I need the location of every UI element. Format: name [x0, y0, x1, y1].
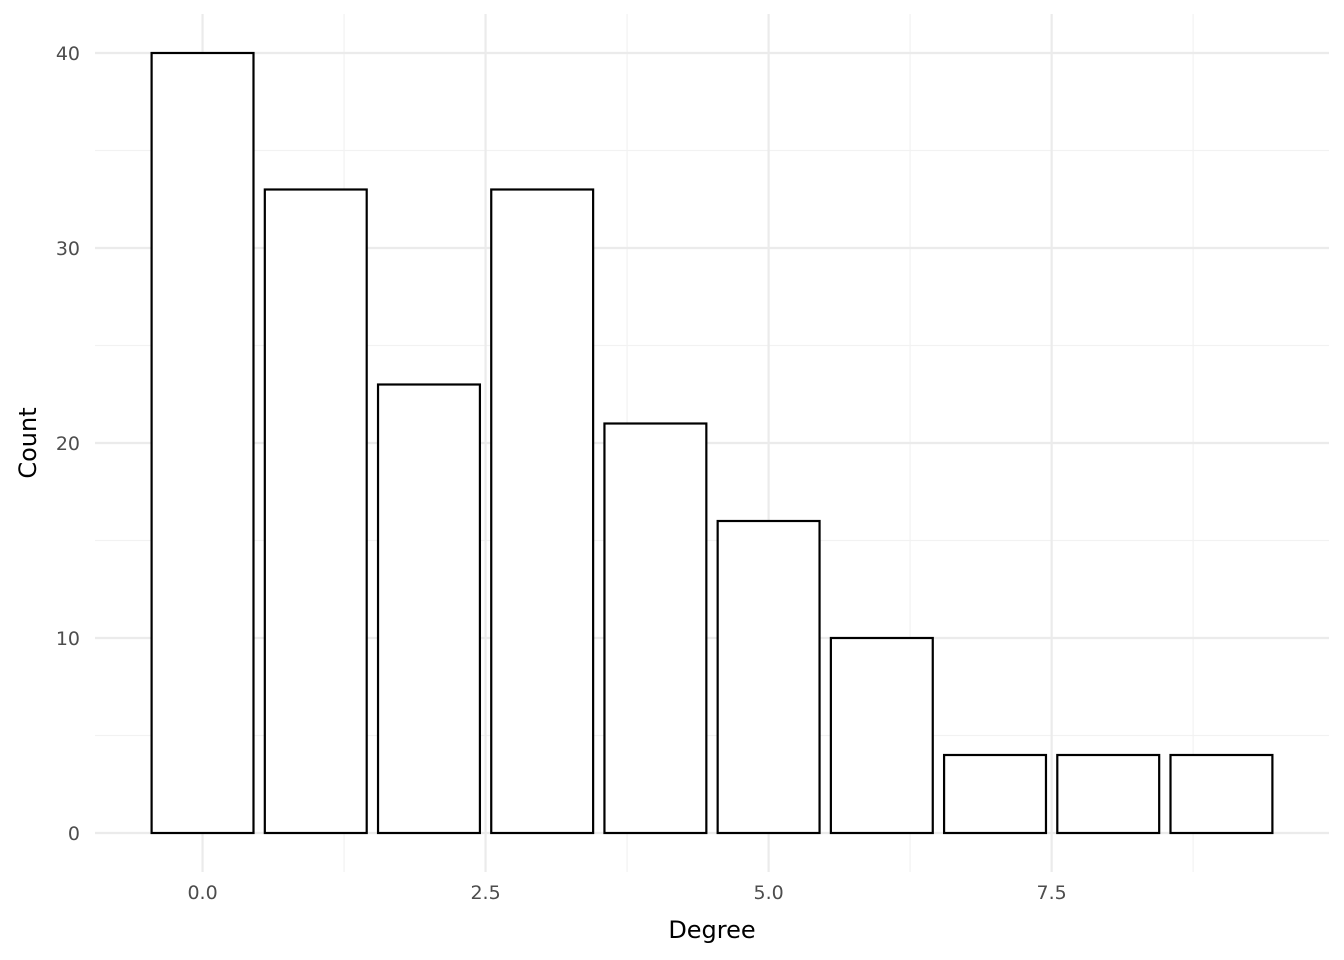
bar-degree-7	[942, 753, 1048, 835]
bar-degree-8	[1056, 753, 1161, 835]
bars	[150, 51, 1274, 835]
x-tick-label: 2.5	[470, 882, 500, 904]
y-axis-title: Count	[14, 407, 42, 478]
bar-degree-9	[1169, 753, 1274, 835]
bar-degree-5	[716, 519, 821, 835]
x-tick-label: 5.0	[753, 882, 783, 904]
bar-degree-2	[376, 383, 482, 835]
y-tick-label: 20	[56, 433, 80, 455]
y-tick-label: 0	[68, 823, 80, 845]
y-tick-label: 10	[56, 628, 80, 650]
bar-degree-6	[829, 636, 934, 835]
y-tick-label: 30	[56, 238, 80, 260]
bar-degree-3	[490, 188, 595, 835]
y-axis-tick-labels: 0 10 20 30 40	[56, 43, 80, 845]
x-axis-title: Degree	[668, 916, 755, 944]
x-axis-tick-labels: 0.0 2.5 5.0 7.5	[187, 882, 1066, 904]
bar-degree-0	[150, 51, 255, 835]
x-tick-label: 0.0	[187, 882, 217, 904]
bar-degree-1	[263, 188, 368, 835]
bar-degree-4	[603, 422, 708, 835]
y-tick-label: 40	[56, 43, 80, 65]
x-tick-label: 7.5	[1037, 882, 1067, 904]
